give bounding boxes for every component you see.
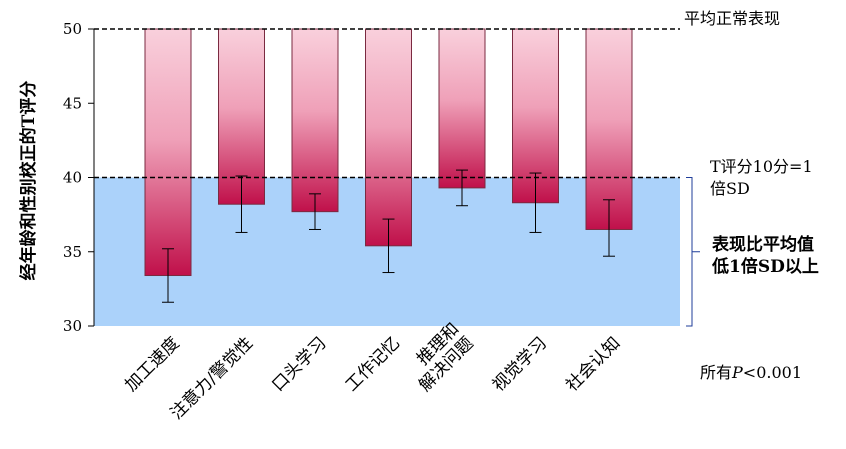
one-sd-reference-label: T评分10分=1 倍SD [710,157,813,198]
x-category-label: 工作记忆 [342,333,404,395]
region-bracket [686,177,700,327]
x-category-label: 视觉学习 [489,333,551,395]
bar [585,28,633,230]
bar [144,28,192,277]
x-category-label: 口头学习 [268,333,330,395]
y-tick-label: 40 [63,169,82,187]
x-category-label: 加工速度 [121,333,183,395]
y-tick-label: 35 [63,243,82,261]
normal-reference-label: 平均正常表现 [684,9,780,28]
y-tick-label: 50 [63,20,82,38]
significance-footnote: 所有P<0.001 [700,363,802,382]
y-tick-label: 30 [63,317,82,335]
bar [291,28,339,213]
region-label: 表现比平均值低1倍SD以上 [711,234,819,277]
bar-group [144,28,633,303]
bar [218,28,265,205]
bar [438,28,486,189]
y-axis-label: 经年龄和性别校正的T评分 [18,81,39,281]
bar [365,28,412,247]
y-tick-label: 45 [63,94,82,112]
x-category-label: 社会认知 [562,333,624,395]
x-category-label: 推理和解决问题 [401,319,477,395]
y-axis: 30 35 40 45 50 [63,20,95,335]
